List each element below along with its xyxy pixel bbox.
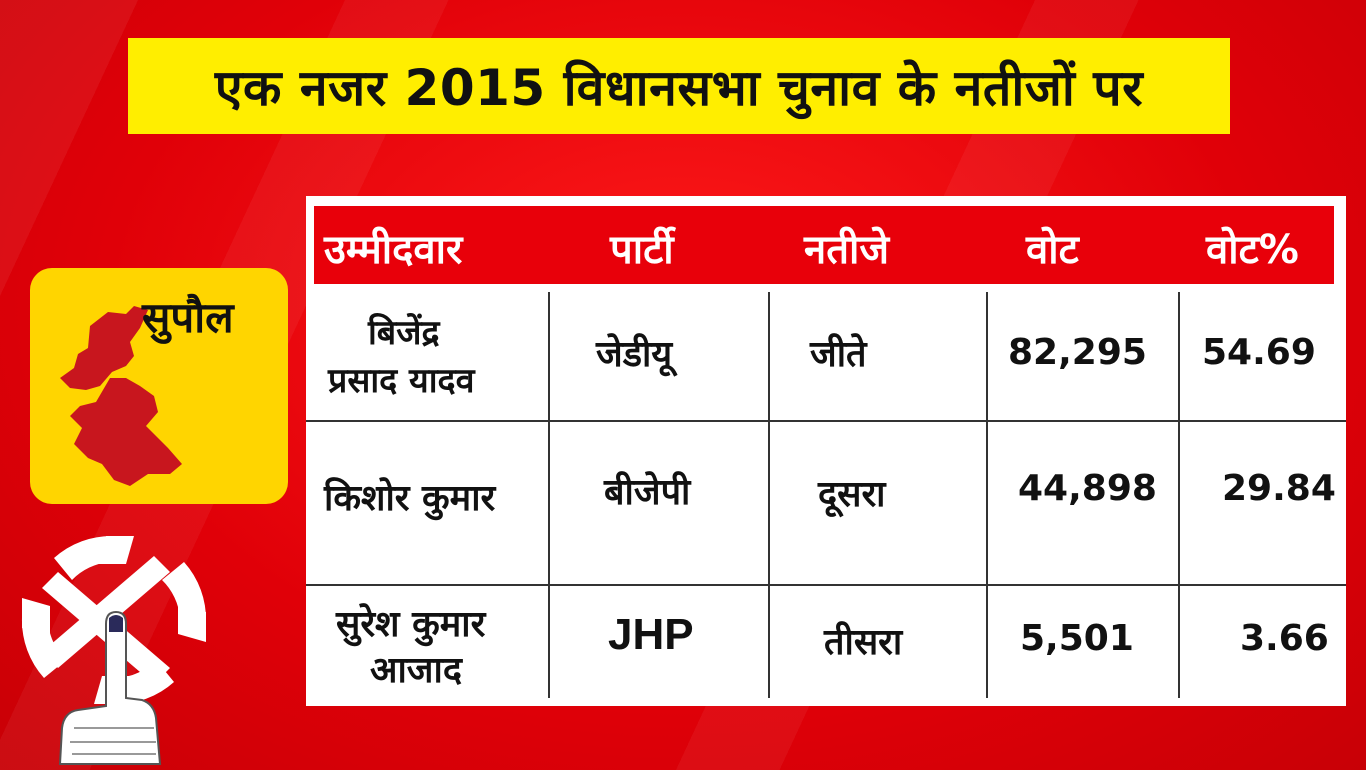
result: दूसरा bbox=[818, 474, 886, 515]
votes: 44,898 bbox=[1018, 468, 1157, 509]
party-name: जेडीयू bbox=[596, 334, 673, 375]
candidate-name: किशोर कुमार bbox=[324, 478, 496, 519]
header-vote-percent: वोट% bbox=[1206, 227, 1299, 273]
candidate-name: बिजेंद्र bbox=[368, 313, 440, 353]
vote-percent: 3.66 bbox=[1240, 618, 1329, 659]
title-banner: एक नजर 2015 विधानसभा चुनाव के नतीजों पर bbox=[128, 38, 1230, 134]
result: तीसरा bbox=[824, 622, 903, 663]
candidate-name: सुरेश कुमार bbox=[336, 604, 486, 645]
results-table: उम्मीदवार पार्टी नतीजे वोट वोट% बिजेंद्र… bbox=[306, 196, 1346, 706]
row-divider bbox=[306, 584, 1346, 586]
table-header-row: उम्मीदवार पार्टी नतीजे वोट वोट% bbox=[314, 206, 1334, 284]
col-divider bbox=[1178, 292, 1180, 698]
vote-percent: 54.69 bbox=[1202, 332, 1316, 373]
col-divider bbox=[548, 292, 550, 698]
vote-percent: 29.84 bbox=[1222, 468, 1336, 509]
district-card: सुपौल bbox=[30, 268, 288, 504]
candidate-name: आजाद bbox=[370, 650, 462, 691]
header-votes: वोट bbox=[1026, 227, 1079, 273]
col-divider bbox=[986, 292, 988, 698]
result: जीते bbox=[810, 334, 867, 375]
header-party: पार्टी bbox=[610, 227, 674, 273]
col-divider bbox=[768, 292, 770, 698]
votes: 82,295 bbox=[1008, 332, 1147, 373]
election-swastika-voting-finger-icon bbox=[21, 535, 207, 765]
candidate-name: प्रसाद यादव bbox=[328, 361, 475, 401]
district-map-icon bbox=[60, 306, 182, 486]
page-title: एक नजर 2015 विधानसभा चुनाव के नतीजों पर bbox=[214, 59, 1144, 117]
district-name: सुपौल bbox=[142, 293, 234, 342]
party-name: JHP bbox=[608, 610, 694, 659]
row-divider bbox=[306, 420, 1346, 422]
header-result: नतीजे bbox=[804, 227, 890, 273]
votes: 5,501 bbox=[1020, 618, 1134, 659]
party-name: बीजेपी bbox=[604, 472, 691, 513]
header-candidate: उम्मीदवार bbox=[324, 227, 463, 273]
